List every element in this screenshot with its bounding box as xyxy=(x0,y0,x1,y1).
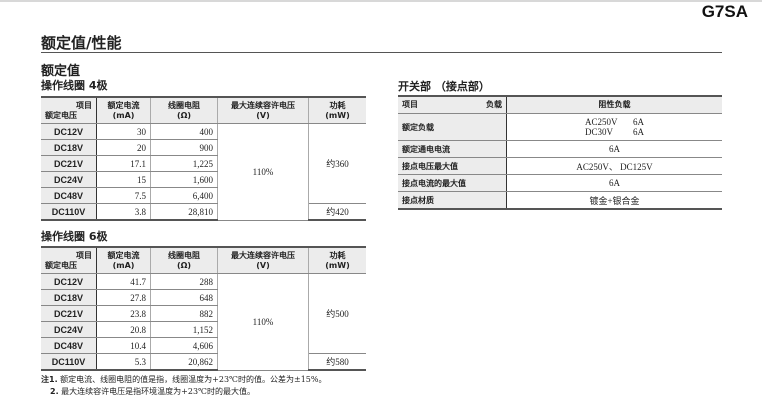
contact-table: 项目 负载 阻性负载 额定负载 AC250V 6A DC30V 6A 额定通电电流 6A… xyxy=(398,95,722,210)
table-row: DC18V 27.8 648 xyxy=(41,289,366,306)
rated-current: 7.5 xyxy=(96,187,151,204)
table-row: DC12V 41.7 288 110% 约500 xyxy=(41,273,366,371)
note-2: 2. 最大连续容许电压是指环境温度为+23℃时的最大值。 xyxy=(50,387,255,396)
coil-table-6pole: 项目 额定电压 额定电流 (mA) 线圈电阻 (Ω) 最大连续容许电压 (V) 功耗 (mW) DC… xyxy=(41,246,366,371)
power-consumption: 约360 xyxy=(308,123,366,204)
table-row: 额定负载 AC250V 6A DC30V 6A xyxy=(398,113,722,141)
rated-current: 27.8 xyxy=(96,289,151,306)
rated-current: 23.8 xyxy=(96,305,151,322)
max-voltage: 110% xyxy=(217,273,309,371)
rated-voltage: DC12V xyxy=(41,123,97,140)
table-row: DC24V 20.8 1,152 xyxy=(41,321,366,338)
coil-resistance: 1,152 xyxy=(150,321,218,338)
table6-title: 操作线圈 6极 xyxy=(41,230,108,243)
model-name: G7SA xyxy=(701,2,748,21)
rated-current: 10.4 xyxy=(96,337,151,354)
table-row: 接点电流的最大值 6A xyxy=(398,174,722,192)
rated-load-value: AC250V 6A DC30V 6A xyxy=(506,113,722,141)
title-rule xyxy=(41,52,722,53)
rated-voltage: DC12V xyxy=(41,273,97,290)
header-item-load: 项目 负载 xyxy=(398,96,507,114)
rated-voltage: DC21V xyxy=(41,305,97,322)
rated-voltage: DC18V xyxy=(41,139,97,156)
table-row: DC21V 17.1 1,225 xyxy=(41,155,366,172)
coil-resistance: 28,810 xyxy=(150,203,218,221)
header-power: 功耗 (mW) xyxy=(308,97,366,124)
coil-resistance: 4,606 xyxy=(150,337,218,354)
header-resistance: 线圈电阻 (Ω) xyxy=(150,247,218,274)
table-row: DC12V 30 400 110% 约360 xyxy=(41,123,366,221)
rated-current: 20 xyxy=(96,139,151,156)
power-consumption: 约500 xyxy=(308,273,366,354)
table-row: DC110V 3.8 28,810 约420 xyxy=(41,203,366,221)
table-row: DC18V 20 900 xyxy=(41,139,366,156)
coil-resistance: 1,225 xyxy=(150,155,218,172)
max-voltage: 110% xyxy=(217,123,309,221)
table4-title: 操作线圈 4极 xyxy=(41,79,108,92)
header-max-voltage: 最大连续容许电压 (V) xyxy=(217,247,309,274)
header-item: 项目 额定电压 xyxy=(41,247,97,274)
power-consumption: 约420 xyxy=(308,203,366,221)
table-row: DC24V 15 1,600 xyxy=(41,171,366,188)
table-row: DC48V 10.4 4,606 xyxy=(41,337,366,354)
power-consumption: 约580 xyxy=(308,353,366,371)
rated-current: 30 xyxy=(96,123,151,140)
header-power: 功耗 (mW) xyxy=(308,247,366,274)
rated-voltage: DC110V xyxy=(41,353,97,371)
table-row: 接点材质 镀金+银合金 xyxy=(398,191,722,210)
header-resistance: 线圈电阻 (Ω) xyxy=(150,97,218,124)
rated-voltage: DC24V xyxy=(41,171,97,188)
header-max-voltage: 最大连续容许电压 (V) xyxy=(217,97,309,124)
table-row: 接点电压最大值 AC250V、 DC125V xyxy=(398,157,722,175)
header-current: 额定电流 (mA) xyxy=(96,247,151,274)
coil-resistance: 1,600 xyxy=(150,171,218,188)
table-row: DC21V 23.8 882 xyxy=(41,305,366,322)
rated-voltage: DC48V xyxy=(41,187,97,204)
rated-voltage: DC110V xyxy=(41,203,97,221)
coil-resistance: 20,862 xyxy=(150,353,218,371)
header-current: 额定电流 (mA) xyxy=(96,97,151,124)
rated-current: 17.1 xyxy=(96,155,151,172)
coil-resistance: 400 xyxy=(150,123,218,140)
rated-voltage: DC21V xyxy=(41,155,97,172)
rated-current: 3.8 xyxy=(96,203,151,221)
coil-resistance: 648 xyxy=(150,289,218,306)
coil-resistance: 6,400 xyxy=(150,187,218,204)
coil-resistance: 288 xyxy=(150,273,218,290)
coil-resistance: 882 xyxy=(150,305,218,322)
rated-current: 15 xyxy=(96,171,151,188)
header-item: 项目 额定电压 xyxy=(41,97,97,124)
contact-title: 开关部 （接点部） xyxy=(398,80,490,93)
rated-voltage: DC18V xyxy=(41,289,97,306)
note-1: 注1. 额定电流、线圈电阻的值是指，线圈温度为+23℃时的值。公差为±15%。 xyxy=(41,375,327,384)
rated-current: 20.8 xyxy=(96,321,151,338)
table-row: DC48V 7.5 6,400 xyxy=(41,187,366,204)
coil-table-4pole: 项目 额定电压 额定电流 (mA) 线圈电阻 (Ω) 最大连续容许电压 (V) 功耗 (mW) DC… xyxy=(41,96,366,221)
top-border xyxy=(0,0,762,2)
table-row: 额定通电电流 6A xyxy=(398,140,722,158)
coil-resistance: 900 xyxy=(150,139,218,156)
rated-current: 41.7 xyxy=(96,273,151,290)
page-title: 额定值/性能 xyxy=(41,34,122,52)
header-resistive-load: 阻性负载 xyxy=(506,96,722,114)
section-title: 额定值 xyxy=(41,64,81,79)
rated-voltage: DC24V xyxy=(41,321,97,338)
rated-voltage: DC48V xyxy=(41,337,97,354)
rated-current: 5.3 xyxy=(96,353,151,371)
table-row: DC110V 5.3 20,862 约580 xyxy=(41,353,366,371)
